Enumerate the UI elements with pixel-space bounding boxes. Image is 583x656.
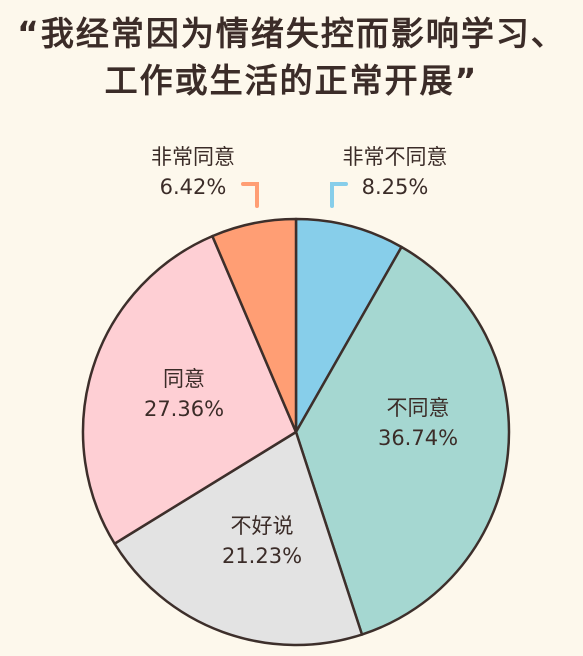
slice-value-label: 36.74%: [378, 426, 458, 450]
chart-title-line-2: 工作或生活的正常开展”: [104, 61, 479, 100]
pie-slices: [81, 217, 511, 647]
slice-category-label: 同意: [163, 367, 205, 391]
pie-labels: 非常不同意 8.25% 不同意 36.74% 不好说 21.23% 同意 27.36% 非常同意…: [144, 145, 458, 568]
slice-value-label: 8.25%: [362, 175, 429, 199]
label-bracket-marker: [241, 182, 259, 208]
pie-slice-4: [81, 234, 298, 545]
pie-slice-1: [294, 217, 403, 434]
slice-category-label: 不好说: [231, 514, 294, 538]
slice-value-label: 6.42%: [160, 175, 227, 199]
slice-category-label: 不同意: [387, 396, 450, 420]
chart-title-line-1: “我经常因为情绪失控而影响学习、: [17, 14, 566, 53]
slice-value-label: 27.36%: [144, 397, 224, 421]
chart-title: “我经常因为情绪失控而影响学习、 工作或生活的正常开展”: [0, 10, 583, 104]
slice-category-label: 非常同意: [151, 145, 235, 169]
pie-slice-3: [113, 430, 364, 647]
pie-slice-5: [211, 217, 298, 434]
slice-category-label: 非常不同意: [343, 145, 448, 169]
pie-slice-2: [294, 245, 511, 636]
label-bracket-marker: [330, 182, 348, 208]
slice-value-label: 21.23%: [222, 544, 302, 568]
